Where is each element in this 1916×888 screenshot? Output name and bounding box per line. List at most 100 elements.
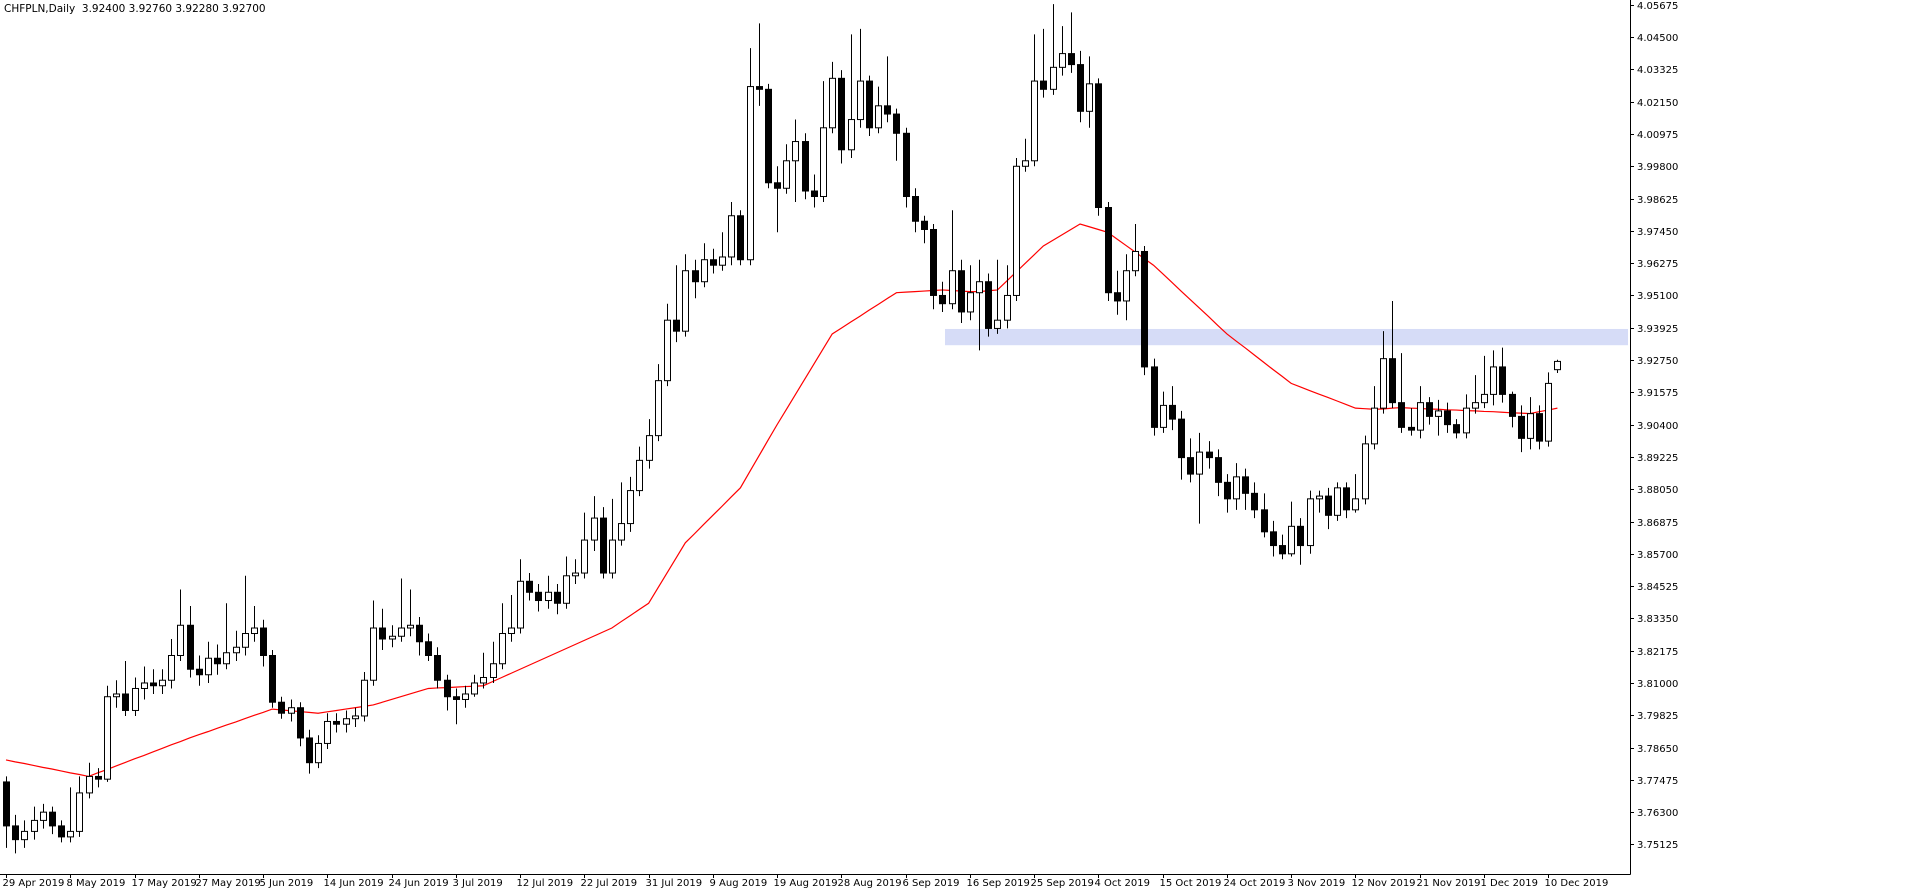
candle-body bbox=[1472, 402, 1479, 409]
y-tick-label: 3.95100 bbox=[1637, 291, 1678, 302]
y-tick-label: 3.89225 bbox=[1637, 453, 1678, 464]
candle-body bbox=[1151, 366, 1158, 428]
candle-body bbox=[994, 319, 1001, 329]
candle-body bbox=[58, 825, 65, 838]
y-tick-label: 3.86875 bbox=[1637, 518, 1678, 529]
candle-body bbox=[893, 113, 900, 134]
candle-body bbox=[756, 86, 763, 90]
candle-body bbox=[76, 792, 83, 832]
candle-body bbox=[949, 270, 956, 305]
candle-body bbox=[1077, 64, 1084, 112]
candle-body bbox=[581, 539, 588, 574]
y-tick-label: 3.75125 bbox=[1637, 840, 1678, 851]
candle-body bbox=[168, 655, 175, 681]
candle-body bbox=[499, 633, 506, 665]
x-tick-label: 5 Jun 2019 bbox=[260, 878, 314, 888]
candle-body bbox=[159, 679, 166, 687]
candle-body bbox=[150, 682, 157, 687]
candle-body bbox=[1114, 292, 1121, 302]
y-tick-label: 3.88050 bbox=[1637, 485, 1678, 496]
candle-body bbox=[701, 259, 708, 283]
x-tick-label: 25 Sep 2019 bbox=[1031, 878, 1094, 888]
candle-body bbox=[95, 775, 102, 780]
candle-body bbox=[1123, 270, 1130, 302]
candle-body bbox=[398, 627, 405, 637]
candle-body bbox=[1307, 498, 1314, 547]
candle-body bbox=[1527, 413, 1534, 439]
candle-body bbox=[857, 80, 864, 121]
candle-body bbox=[3, 781, 10, 827]
candle-body bbox=[1022, 160, 1029, 167]
candle-body bbox=[306, 737, 313, 764]
candle-body bbox=[1160, 404, 1167, 428]
candle-body bbox=[86, 775, 93, 794]
candle-body bbox=[646, 435, 653, 461]
candle-body bbox=[1059, 53, 1066, 68]
candle-body bbox=[655, 380, 662, 437]
y-tick-label: 3.82175 bbox=[1637, 647, 1678, 658]
candle-body bbox=[324, 720, 331, 744]
candle-body bbox=[719, 256, 726, 266]
x-tick-label: 24 Jun 2019 bbox=[389, 878, 449, 888]
candle-body bbox=[939, 294, 946, 305]
candle-body bbox=[829, 77, 836, 129]
chart-title: CHFPLN,Daily 3.92400 3.92760 3.92280 3.9… bbox=[4, 3, 266, 15]
candle-body bbox=[233, 646, 240, 654]
candle-body bbox=[1086, 83, 1093, 112]
x-tick-label: 29 Apr 2019 bbox=[3, 878, 65, 888]
x-tick-label: 1 Dec 2019 bbox=[1481, 878, 1539, 888]
x-tick-label: 27 May 2019 bbox=[196, 878, 261, 888]
candle-body bbox=[1279, 545, 1286, 555]
candle-body bbox=[526, 580, 533, 593]
candle-body bbox=[1187, 457, 1194, 475]
y-tick-label: 3.85700 bbox=[1637, 550, 1678, 561]
candle-body bbox=[1325, 495, 1332, 516]
candle-body bbox=[453, 696, 460, 700]
candle-body bbox=[1444, 410, 1451, 426]
candle-body bbox=[958, 270, 965, 313]
candle-body bbox=[1536, 413, 1543, 442]
candle-body bbox=[1031, 80, 1038, 162]
candle-body bbox=[554, 591, 561, 604]
candle-body bbox=[1242, 476, 1249, 494]
candle-body bbox=[820, 127, 827, 198]
candle-body bbox=[903, 132, 910, 198]
candle-body bbox=[1215, 457, 1222, 483]
candle-body bbox=[67, 830, 74, 838]
candle-body bbox=[1050, 66, 1057, 90]
candle-body bbox=[673, 319, 680, 332]
x-tick-label: 16 Sep 2019 bbox=[967, 878, 1030, 888]
candle-body bbox=[251, 627, 258, 635]
candle-layer bbox=[3, 4, 1561, 854]
y-tick-label: 3.91575 bbox=[1637, 388, 1678, 399]
axis-layer: 4.05675 4.04500 4.03325 4.02150 4.00975 3.998… bbox=[0, 0, 1678, 888]
candle-body bbox=[618, 523, 625, 541]
x-tick-label: 3 Nov 2019 bbox=[1288, 878, 1346, 888]
x-tick-label: 8 May 2019 bbox=[67, 878, 126, 888]
y-tick-label: 3.92750 bbox=[1637, 356, 1678, 367]
candle-body bbox=[407, 624, 414, 629]
zone-layer bbox=[945, 328, 1628, 346]
candle-body bbox=[113, 693, 120, 698]
candle-body bbox=[471, 682, 478, 695]
x-tick-label: 4 Oct 2019 bbox=[1095, 878, 1150, 888]
candle-body bbox=[967, 292, 974, 313]
candle-body bbox=[884, 105, 891, 115]
y-tick-label: 4.05675 bbox=[1637, 1, 1678, 12]
y-tick-label: 3.79825 bbox=[1637, 711, 1678, 722]
candle-body bbox=[627, 490, 634, 525]
candle-body bbox=[1481, 393, 1488, 404]
x-tick-label: 3 Jul 2019 bbox=[453, 878, 503, 888]
candle-body bbox=[1297, 525, 1304, 547]
candle-body bbox=[1490, 366, 1497, 395]
candle-body bbox=[1040, 80, 1047, 90]
candle-body bbox=[1105, 207, 1112, 294]
candle-body bbox=[278, 701, 285, 714]
candle-body bbox=[425, 641, 432, 657]
candle-body bbox=[343, 718, 350, 725]
candle-body bbox=[205, 657, 212, 676]
candle-body bbox=[1224, 481, 1231, 500]
